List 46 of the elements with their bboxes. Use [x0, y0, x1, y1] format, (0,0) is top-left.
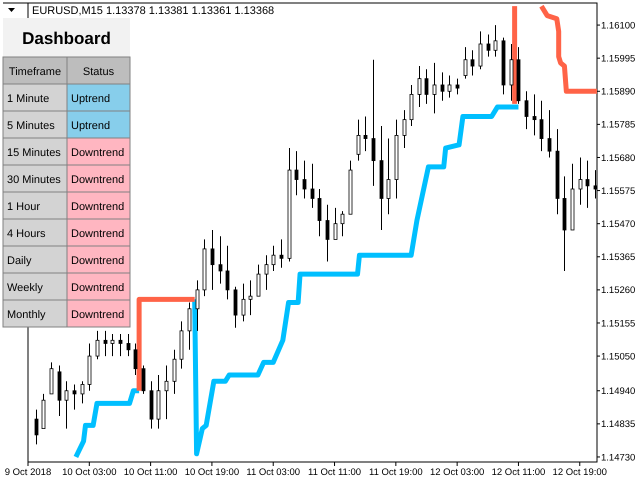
y-tick-label: 1.15890 [601, 86, 636, 98]
y-tick-label: 1.15365 [601, 252, 636, 264]
category-label: 30 Minutes [7, 174, 62, 186]
x-tick-label: 11 Oct 03:00 [246, 467, 300, 478]
y-tick-label: 1.15050 [601, 351, 636, 362]
y-tick-label: 1.14940 [601, 386, 636, 398]
y-tick-label: 1.15785 [601, 120, 636, 131]
category-label: 15 Minutes [7, 147, 62, 159]
y-tick-label: 1.15995 [601, 53, 636, 64]
annotation: Downtrend [71, 282, 124, 294]
text: Dashboard [22, 29, 111, 48]
annotation: Status [82, 66, 115, 78]
x-tick-label: 12 Oct 19:00 [552, 467, 607, 478]
y-tick-label: 1.15155 [601, 318, 636, 330]
y-tick-label: 1.14730 [601, 452, 636, 464]
category-label: Monthly [7, 309, 46, 321]
annotation: Uptrend [71, 93, 110, 105]
annotation: Uptrend [71, 120, 110, 132]
category-label: 1 Hour [7, 201, 40, 213]
y-tick-label: 1.15575 [601, 186, 636, 197]
x-tick-label: 12 Oct 03:00 [430, 467, 484, 478]
x-tick-label: 9 Oct 2018 [4, 467, 52, 478]
annotation: Downtrend [71, 309, 124, 321]
category-label: 1 Minute [7, 93, 50, 105]
annotation: Downtrend [71, 228, 124, 240]
category-label: 5 Minutes [7, 120, 56, 132]
category-label: Weekly [7, 282, 44, 294]
y-tick-label: 1.15470 [601, 219, 636, 230]
category-label: 4 Hours [7, 228, 46, 240]
chart-title: EURUSD,M15 1.13378 1.13381 1.13361 1.13368 [32, 5, 274, 17]
x-tick-label: 11 Oct 19:00 [368, 467, 423, 478]
annotation: Downtrend [71, 147, 124, 159]
x-tick-label: 10 Oct 11:00 [124, 467, 178, 478]
annotation: Timeframe [8, 66, 62, 78]
x-tick-label: 10 Oct 03:00 [62, 467, 117, 478]
y-tick-label: 1.15260 [601, 285, 636, 296]
annotation: Downtrend [71, 174, 124, 186]
y-tick-label: 1.16100 [601, 20, 636, 32]
y-tick-label: 1.15680 [601, 152, 636, 164]
x-tick-label: 12 Oct 11:00 [492, 467, 546, 478]
category-label: Daily [7, 255, 32, 267]
x-tick-label: 11 Oct 11:00 [308, 467, 362, 478]
y-tick-label: 1.14835 [601, 419, 636, 430]
x-tick-label: 10 Oct 19:00 [184, 467, 240, 478]
annotation: Downtrend [71, 201, 124, 213]
annotation: Downtrend [71, 255, 124, 267]
